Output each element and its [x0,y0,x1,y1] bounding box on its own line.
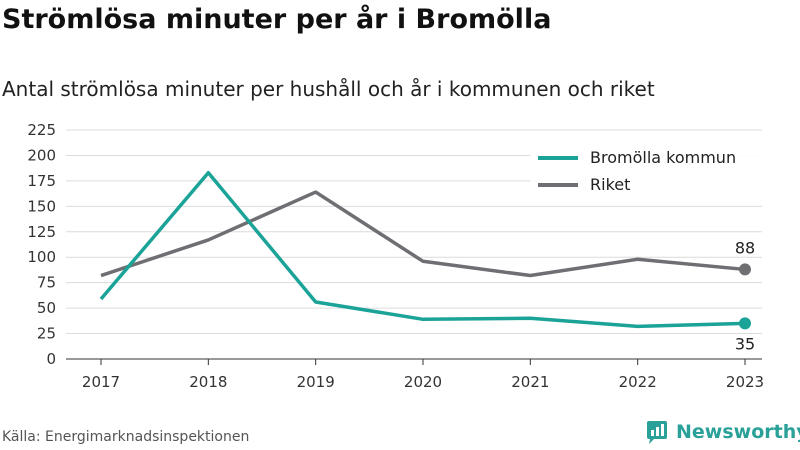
source-note: Källa: Energimarknadsinspektionen [2,429,250,445]
x-tick-label: 2018 [189,373,227,391]
y-tick-label: 200 [27,146,56,164]
legend-label: Riket [590,175,630,194]
series-line-riket [100,190,746,278]
end-label-riket: 88 [735,238,755,257]
series-line-brom-lla-kommun [99,170,746,329]
x-tick-label: 2022 [619,373,657,391]
y-tick-label: 50 [37,299,56,317]
y-tick-label: 0 [46,350,56,368]
brand-name: Newsworthy [676,421,800,443]
chart-subtitle: Antal strömlösa minuter per hushåll och … [2,77,655,101]
y-tick-label: 100 [27,248,56,266]
y-tick-label: 175 [27,172,56,190]
brand-logo: Newsworthy [644,419,800,445]
y-tick-label: 150 [27,197,56,215]
end-point-brom-lla-kommun [739,317,751,330]
x-tick-label: 2021 [511,373,549,391]
end-label-brom-lla-kommun: 35 [735,334,755,353]
y-tick-label: 75 [37,274,56,292]
line-chart: 0 25 50 75 100 125 150 175 200 225 2017 2018 2019 20… [27,121,764,391]
y-tick-label: 125 [27,223,56,241]
x-tick-label: 2020 [404,373,442,391]
x-tick-label: 2023 [726,373,764,391]
x-tick-label: 2019 [297,373,335,391]
legend-box [530,143,764,205]
end-point-riket [739,263,751,276]
y-tick-label: 225 [27,121,56,139]
chart-title: Strömlösa minuter per år i Bromölla [2,4,552,35]
y-tick-label: 25 [37,325,56,343]
x-tick-label: 2017 [82,373,120,391]
legend-label: Bromölla kommun [590,148,736,167]
newsworthy-logo-icon [647,421,667,444]
